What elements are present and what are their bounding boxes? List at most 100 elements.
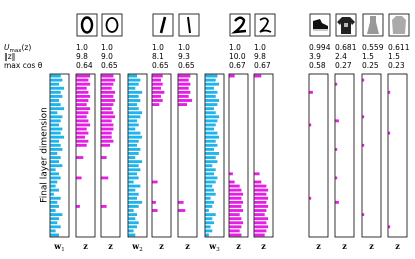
panel bbox=[151, 73, 172, 238]
bar bbox=[76, 115, 87, 119]
stat-value: 0.67 bbox=[229, 61, 246, 70]
column-label-symbol: z bbox=[316, 241, 321, 251]
bar bbox=[101, 78, 116, 82]
bar bbox=[101, 94, 114, 98]
bar bbox=[205, 119, 218, 123]
stat-value: 1.0 bbox=[101, 43, 113, 52]
bar bbox=[205, 160, 218, 164]
bar bbox=[229, 221, 244, 225]
bar bbox=[50, 99, 59, 102]
bar bbox=[50, 111, 58, 115]
column-label: w2 bbox=[131, 241, 142, 253]
column-label-symbol: z bbox=[159, 241, 164, 251]
bar bbox=[101, 86, 112, 90]
panel bbox=[177, 73, 198, 238]
bar bbox=[335, 200, 339, 204]
bar bbox=[128, 99, 141, 102]
bar bbox=[101, 156, 107, 159]
bar bbox=[50, 119, 61, 123]
bar bbox=[178, 78, 189, 82]
bar bbox=[128, 152, 139, 155]
bar bbox=[178, 82, 191, 86]
digit-image bbox=[254, 13, 276, 37]
row-label-main: max cos θ bbox=[4, 61, 43, 70]
row-label: Umax(z) bbox=[4, 43, 31, 54]
bar bbox=[50, 233, 59, 237]
column-label: z bbox=[159, 241, 164, 251]
bar bbox=[76, 156, 84, 159]
stat-value: 0.559 bbox=[362, 43, 384, 52]
bar bbox=[205, 131, 218, 135]
bar bbox=[152, 74, 163, 78]
stat-value: 0.611 bbox=[388, 43, 410, 52]
bar bbox=[76, 119, 89, 123]
bar bbox=[50, 229, 56, 233]
stat-value: 9.3 bbox=[178, 52, 190, 61]
bar bbox=[101, 139, 114, 143]
bar bbox=[388, 90, 391, 94]
bar bbox=[205, 229, 213, 233]
digit-image bbox=[152, 13, 174, 37]
bar bbox=[254, 217, 269, 221]
column-label-symbol: z bbox=[342, 241, 347, 251]
fashion-image bbox=[388, 13, 410, 37]
bar bbox=[152, 90, 165, 94]
bar bbox=[362, 213, 365, 217]
bar bbox=[128, 90, 143, 94]
stat-value: 0.23 bbox=[388, 61, 405, 70]
bar bbox=[205, 209, 209, 212]
stat-value: 0.67 bbox=[254, 61, 271, 70]
bar bbox=[205, 188, 214, 192]
bar bbox=[50, 192, 54, 196]
bar bbox=[178, 200, 184, 204]
fashion-image bbox=[362, 13, 384, 37]
bar bbox=[152, 78, 161, 82]
bar bbox=[128, 221, 139, 225]
stat-value: 9.8 bbox=[254, 52, 266, 61]
bar bbox=[101, 123, 114, 127]
bar bbox=[101, 107, 112, 111]
stat-value: 1.0 bbox=[254, 43, 266, 52]
bar bbox=[50, 180, 58, 184]
column-label: z bbox=[395, 241, 400, 251]
bar bbox=[205, 135, 220, 139]
bar bbox=[128, 225, 137, 229]
stat-value: 9.8 bbox=[76, 52, 88, 61]
bar bbox=[50, 188, 59, 192]
bar bbox=[178, 103, 187, 106]
bar bbox=[76, 176, 82, 180]
stat-value: 0.27 bbox=[335, 61, 352, 70]
bar bbox=[50, 156, 61, 159]
column-label: z bbox=[83, 241, 88, 251]
bar bbox=[128, 213, 137, 217]
bar bbox=[50, 184, 56, 188]
bar bbox=[152, 99, 163, 102]
column-label: w1 bbox=[53, 241, 64, 253]
bar bbox=[128, 209, 134, 212]
bar bbox=[205, 74, 218, 78]
bar bbox=[335, 176, 338, 180]
bar bbox=[76, 82, 91, 86]
bar bbox=[50, 196, 61, 200]
bar bbox=[128, 172, 137, 176]
bar bbox=[254, 225, 269, 229]
bar bbox=[128, 115, 141, 119]
bar bbox=[128, 103, 137, 106]
bar bbox=[205, 184, 213, 188]
bar bbox=[128, 123, 139, 127]
bar bbox=[101, 82, 114, 86]
bar bbox=[254, 74, 262, 78]
row-label: ‖z‖ bbox=[4, 52, 15, 61]
bar bbox=[229, 209, 244, 212]
bar bbox=[50, 152, 58, 155]
bar bbox=[178, 90, 191, 94]
bar bbox=[205, 103, 218, 106]
panel bbox=[75, 73, 96, 238]
bar bbox=[229, 172, 233, 176]
panel bbox=[253, 73, 274, 238]
bar bbox=[254, 184, 267, 188]
column-label: z bbox=[236, 241, 241, 251]
bar bbox=[128, 188, 136, 192]
panel bbox=[361, 73, 382, 238]
